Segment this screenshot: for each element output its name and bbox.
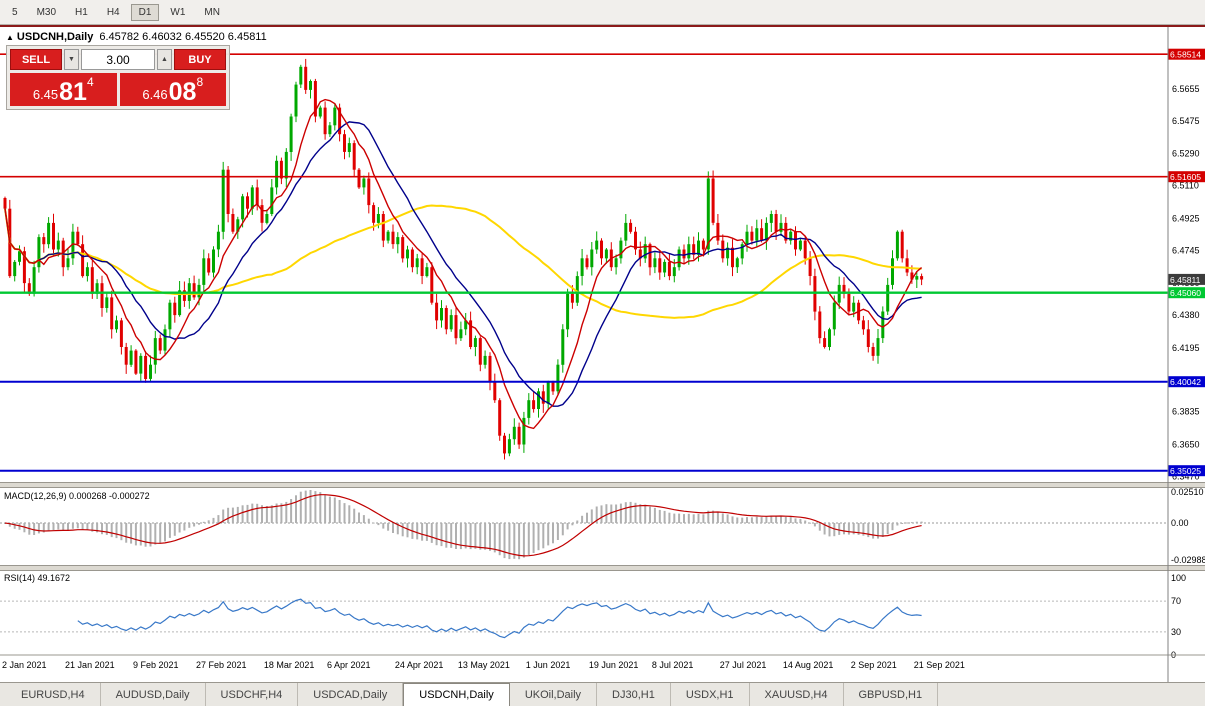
svg-text:0.00: 0.00	[1171, 518, 1189, 528]
panel-separators	[0, 482, 1205, 571]
volume-input[interactable]	[81, 49, 155, 70]
svg-text:13 May 2021: 13 May 2021	[458, 660, 510, 670]
timeframe-5[interactable]: 5	[4, 4, 26, 21]
buy-price-display[interactable]: 6.46 08 8	[119, 73, 226, 106]
svg-text:27 Feb 2021: 27 Feb 2021	[196, 660, 247, 670]
svg-text:6 Apr 2021: 6 Apr 2021	[327, 660, 371, 670]
svg-text:21 Jan 2021: 21 Jan 2021	[65, 660, 115, 670]
svg-text:6.45811: 6.45811	[1170, 275, 1201, 285]
chart-tab-bar: EURUSD,H4 AUDUSD,Daily USDCHF,H4 USDCAD,Dai…	[0, 682, 1205, 706]
svg-text:6.5110: 6.5110	[1172, 181, 1199, 191]
timeframe-h4[interactable]: H4	[99, 4, 128, 21]
sell-price-pip: 4	[86, 75, 94, 89]
buy-price-big: 08	[168, 77, 197, 106]
volume-decrease-button[interactable]: ▼	[64, 49, 79, 70]
chart-tab-dj30[interactable]: DJ30,H1	[597, 683, 671, 706]
chart-tab-usdchf[interactable]: USDCHF,H4	[206, 683, 299, 706]
chart-tab-ukoil[interactable]: UKOil,Daily	[510, 683, 598, 706]
macd-panel: MACD(12,26,9) 0.000268 -0.000272 0.02510 0…	[0, 487, 1205, 565]
chart-tab-eurusd[interactable]: EURUSD,H4	[6, 683, 101, 706]
svg-text:24 Apr 2021: 24 Apr 2021	[395, 660, 444, 670]
svg-text:18 Mar 2021: 18 Mar 2021	[264, 660, 315, 670]
price-axis: 6.5655 6.5475 6.5290 6.5110 6.4925 6.4745 6.45…	[1167, 27, 1205, 682]
svg-text:100: 100	[1171, 573, 1186, 583]
chart-title: ▲ USDCNH,Daily 6.45782 6.46032 6.45520 6.4…	[6, 31, 267, 43]
svg-text:30: 30	[1171, 627, 1181, 637]
chart-symbol-label: USDCNH,Daily	[16, 31, 94, 43]
price-chart-canvas[interactable]: MACD(12,26,9) 0.000268 -0.000272 0.02510 0…	[0, 27, 1205, 682]
ma-overlays	[4, 98, 923, 430]
svg-text:6.51605: 6.51605	[1170, 172, 1201, 182]
chart-tab-gbpusd[interactable]: GBPUSD,H1	[844, 683, 939, 706]
svg-text:6.40042: 6.40042	[1170, 377, 1201, 387]
sell-button[interactable]: SELL	[10, 49, 62, 70]
svg-text:-0.02988: -0.02988	[1171, 555, 1205, 565]
svg-text:6.3650: 6.3650	[1172, 440, 1200, 450]
buy-button[interactable]: BUY	[174, 49, 226, 70]
timeframe-mn[interactable]: MN	[196, 4, 228, 21]
svg-text:2 Sep 2021: 2 Sep 2021	[851, 660, 897, 670]
chart-tab-audusd[interactable]: AUDUSD,Daily	[101, 683, 206, 706]
svg-text:1 Jun 2021: 1 Jun 2021	[526, 660, 571, 670]
svg-text:6.4380: 6.4380	[1172, 310, 1200, 320]
chart-tab-usdcad[interactable]: USDCAD,Daily	[298, 683, 404, 706]
chart-collapse-icon[interactable]: ▲	[6, 33, 14, 42]
svg-text:9 Feb 2021: 9 Feb 2021	[133, 660, 179, 670]
svg-text:6.35025: 6.35025	[1170, 466, 1201, 476]
svg-text:MACD(12,26,9) 0.000268 -0.0002: MACD(12,26,9) 0.000268 -0.000272	[4, 491, 150, 501]
svg-text:6.3835: 6.3835	[1172, 407, 1200, 417]
buy-price-prefix: 6.46	[142, 87, 168, 102]
timeframe-toolbar: 5 M30 H1 H4 D1 W1 MN	[0, 0, 1205, 25]
timeframe-m30[interactable]: M30	[29, 4, 64, 21]
svg-text:6.45060: 6.45060	[1170, 288, 1201, 298]
svg-text:27 Jul 2021: 27 Jul 2021	[720, 660, 767, 670]
buy-price-pip: 8	[196, 75, 204, 89]
svg-text:0.02510: 0.02510	[1171, 487, 1204, 497]
svg-text:2 Jan 2021: 2 Jan 2021	[2, 660, 47, 670]
svg-text:14 Aug 2021: 14 Aug 2021	[783, 660, 834, 670]
horizontal-lines[interactable]	[0, 53, 1168, 472]
timeframe-h1[interactable]: H1	[67, 4, 96, 21]
svg-text:8 Jul 2021: 8 Jul 2021	[652, 660, 694, 670]
candles	[3, 58, 924, 460]
svg-text:6.3470: 6.3470	[1172, 471, 1200, 481]
svg-text:6.4745: 6.4745	[1172, 245, 1200, 255]
sell-price-big: 81	[59, 77, 87, 106]
sell-price-display[interactable]: 6.45 81 4	[10, 73, 117, 106]
one-click-trading-panel: SELL ▼ ▲ BUY 6.45 81 4 6.46 08 8	[6, 45, 230, 110]
svg-text:21 Sep 2021: 21 Sep 2021	[914, 660, 965, 670]
svg-text:6.5655: 6.5655	[1172, 84, 1200, 94]
svg-text:19 Jun 2021: 19 Jun 2021	[589, 660, 639, 670]
svg-text:RSI(14) 49.1672: RSI(14) 49.1672	[4, 573, 70, 583]
timeframe-d1[interactable]: D1	[130, 3, 160, 21]
svg-text:6.58514: 6.58514	[1170, 50, 1201, 60]
timeframe-w1[interactable]: W1	[162, 4, 193, 21]
time-axis: 2 Jan 2021 21 Jan 2021 9 Feb 2021 27 Feb 20…	[2, 660, 965, 670]
svg-text:70: 70	[1171, 596, 1181, 606]
chart-tab-xauusd[interactable]: XAUUSD,H4	[750, 683, 844, 706]
chart-tab-usdcnh[interactable]: USDCNH,Daily	[403, 683, 510, 706]
chart-tab-usdx[interactable]: USDX,H1	[671, 683, 750, 706]
svg-text:6.4195: 6.4195	[1172, 343, 1200, 353]
svg-text:6.5475: 6.5475	[1172, 116, 1200, 126]
volume-increase-button[interactable]: ▲	[157, 49, 172, 70]
chart-window: MACD(12,26,9) 0.000268 -0.000272 0.02510 0…	[0, 25, 1205, 682]
sell-price-prefix: 6.45	[32, 87, 59, 102]
svg-text:6.4925: 6.4925	[1172, 213, 1200, 223]
chart-ohlc-values: 6.45782 6.46032 6.45520 6.45811	[99, 31, 267, 43]
svg-text:6.5290: 6.5290	[1172, 149, 1200, 159]
